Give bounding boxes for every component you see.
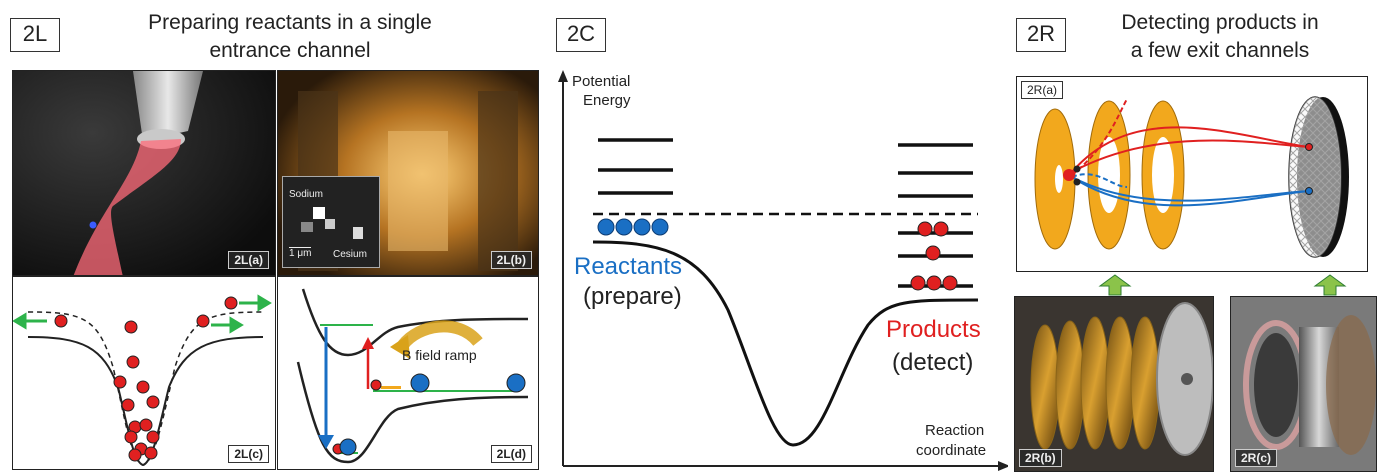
left-title-line1: Preparing reactants in a single	[148, 11, 432, 34]
panel-2l-a: 2L(a)	[12, 70, 276, 276]
panel-2l-c: 2L(c)	[12, 276, 276, 470]
products-label: Products	[886, 316, 981, 343]
camera-inset: Sodium Cesium 1 μm	[282, 176, 380, 268]
left-title-line2: entrance channel	[209, 39, 371, 62]
inset-label-cesium: Cesium	[333, 249, 367, 260]
detector-housing-photo	[1231, 297, 1376, 471]
y-axis-label-line1: Potential	[572, 73, 631, 90]
panel-label-2r-c: 2R(c)	[1235, 449, 1278, 467]
section-tag-2r: 2R	[1016, 18, 1066, 52]
panel-label-2l-b: 2L(b)	[490, 251, 532, 269]
panel-2r-c: 2R(c)	[1230, 296, 1377, 472]
trap-potential-diagram	[13, 294, 272, 467]
right-title-line1: Detecting products in	[1121, 11, 1319, 34]
potential-energy-diagram	[558, 70, 1008, 471]
inset-label-sodium: Sodium	[289, 189, 323, 200]
reactants-label: Reactants	[574, 253, 683, 280]
b-field-ramp-label: B field ramp	[402, 347, 477, 363]
detect-label: (detect)	[892, 349, 974, 376]
panel-2l-b: Sodium Cesium 1 μm 2L(b)	[277, 70, 539, 276]
y-axis-label-line2: Energy	[583, 92, 631, 109]
panel-2r-a: 2R(a)	[1016, 76, 1368, 272]
panel-label-2l-d: 2L(d)	[490, 445, 532, 463]
section-tag-2l: 2L	[10, 18, 60, 52]
right-title-line2: a few exit channels	[1130, 39, 1310, 62]
panel-label-2l-c: 2L(c)	[228, 445, 269, 463]
x-axis-label-line1: Reaction	[925, 422, 985, 439]
panel-2r-b: 2R(b)	[1014, 296, 1214, 472]
inset-scale-bar: 1 μm	[289, 247, 312, 259]
green-up-arrow-right	[1313, 274, 1347, 296]
green-up-arrow-left	[1098, 274, 1132, 296]
panel-label-2r-a: 2R(a)	[1021, 81, 1064, 99]
ion-detector-schematic	[1034, 96, 1349, 258]
section-tag-2c: 2C	[556, 18, 606, 52]
molecule-association-diagram	[296, 288, 529, 464]
prepare-label: (prepare)	[583, 283, 682, 310]
panel-label-2r-b: 2R(b)	[1019, 449, 1062, 467]
panel-2l-d: B field ramp 2L(d)	[277, 276, 539, 470]
detector-assembly-photo	[1015, 297, 1213, 471]
x-axis-label-line2: coordinate	[916, 442, 987, 459]
optical-tweezer-illustration	[13, 71, 275, 275]
panel-label-2l-a: 2L(a)	[228, 251, 269, 269]
